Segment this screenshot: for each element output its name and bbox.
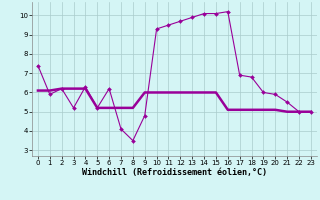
X-axis label: Windchill (Refroidissement éolien,°C): Windchill (Refroidissement éolien,°C): [82, 168, 267, 177]
